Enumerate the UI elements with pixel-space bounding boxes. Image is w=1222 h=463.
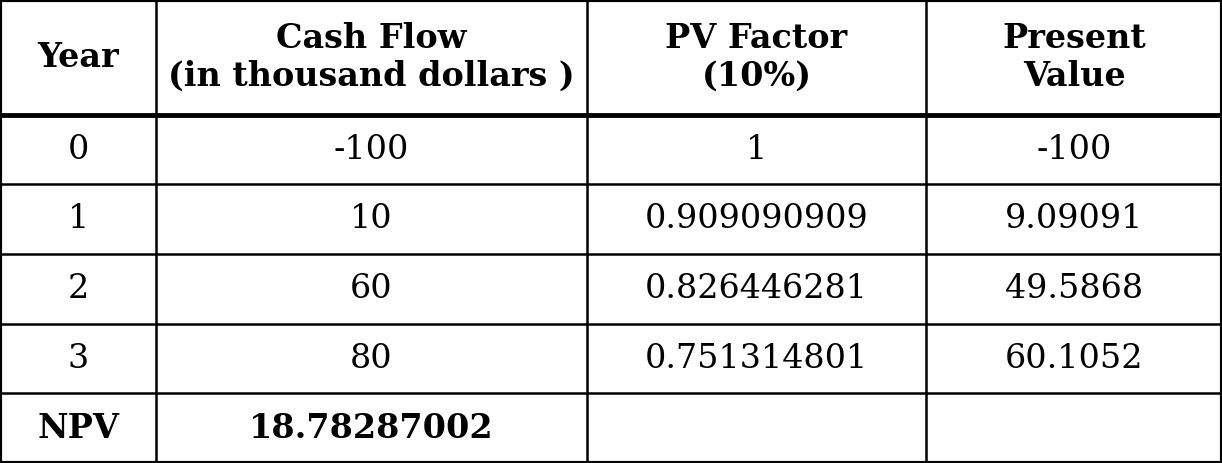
Text: 10: 10	[351, 203, 392, 235]
Text: 80: 80	[351, 343, 392, 375]
Text: 0: 0	[67, 134, 89, 166]
Text: 0.826446281: 0.826446281	[645, 273, 868, 305]
Text: 49.5868: 49.5868	[1004, 273, 1144, 305]
Text: Present
Value: Present Value	[1002, 22, 1146, 93]
Text: Cash Flow
(in thousand dollars ): Cash Flow (in thousand dollars )	[169, 22, 574, 93]
Text: 18.78287002: 18.78287002	[249, 412, 494, 444]
Text: 60.1052: 60.1052	[1004, 343, 1144, 375]
Text: 2: 2	[67, 273, 89, 305]
Text: Year: Year	[38, 41, 119, 74]
Text: PV Factor
(10%): PV Factor (10%)	[665, 22, 848, 93]
Text: 0.751314801: 0.751314801	[645, 343, 868, 375]
Text: 60: 60	[351, 273, 392, 305]
Text: 1: 1	[745, 134, 767, 166]
Text: 0.909090909: 0.909090909	[644, 203, 869, 235]
Text: 9.09091: 9.09091	[1004, 203, 1144, 235]
Text: 1: 1	[67, 203, 89, 235]
Text: NPV: NPV	[37, 412, 120, 444]
Text: -100: -100	[1036, 134, 1112, 166]
Text: 3: 3	[67, 343, 89, 375]
Text: -100: -100	[334, 134, 409, 166]
